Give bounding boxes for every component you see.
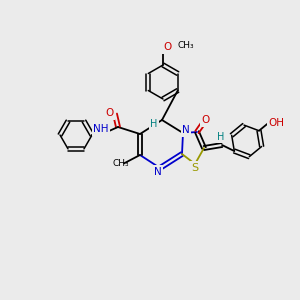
Text: CH₃: CH₃ bbox=[113, 159, 129, 168]
Text: O: O bbox=[164, 42, 172, 52]
Text: NH: NH bbox=[93, 124, 109, 134]
Text: H: H bbox=[150, 119, 158, 129]
Text: CH₃: CH₃ bbox=[177, 41, 194, 50]
Text: S: S bbox=[191, 163, 199, 173]
Text: O: O bbox=[202, 115, 210, 125]
Text: OH: OH bbox=[268, 118, 285, 128]
Text: N: N bbox=[182, 125, 190, 135]
Text: O: O bbox=[105, 108, 113, 118]
Text: H: H bbox=[217, 132, 225, 142]
Text: N: N bbox=[154, 167, 162, 177]
